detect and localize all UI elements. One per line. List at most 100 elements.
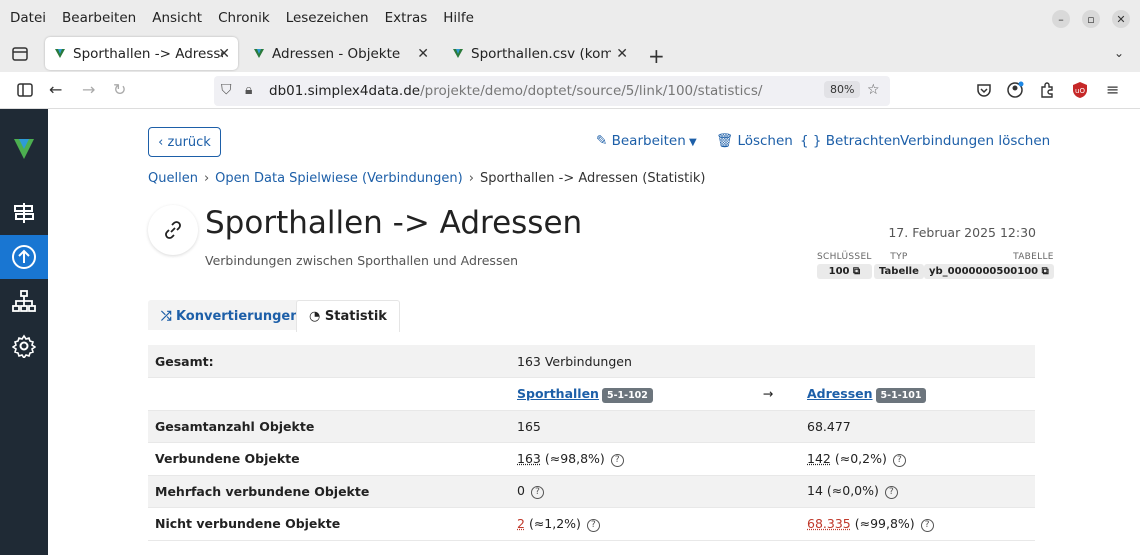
tab-title: Adressen - Objekte (272, 45, 401, 62)
help-icon[interactable]: ? (610, 453, 624, 467)
row-label: Gesamtanzahl Objekte (148, 410, 510, 443)
account-icon[interactable] (1006, 81, 1024, 99)
tab-list-icon[interactable] (11, 45, 29, 63)
tab-statistics[interactable]: ◔ Statistik (296, 300, 400, 332)
upload-icon[interactable] (0, 235, 48, 279)
tab-conversions[interactable]: ⤮ Konvertierungen (148, 300, 313, 332)
meta-table: TABELLE yb_0000000500100 ⧉ (924, 252, 1054, 279)
menu-bearbeiten[interactable]: Bearbeiten (62, 10, 137, 26)
shield-icon[interactable]: ⛉ (221, 82, 232, 98)
url-bar[interactable]: ⛉ 🔒︎ db01.simplex4data.de/projekte/demo/… (214, 76, 890, 106)
hamburger-menu-icon[interactable]: ≡ (1106, 80, 1120, 99)
meta-type-value: Tabelle (874, 264, 924, 279)
right-source-badge: 5-1-101 (875, 388, 927, 404)
tab-title: Sporthallen -> Adressen - (73, 45, 223, 62)
help-icon[interactable]: ? (530, 486, 544, 500)
new-tab-icon[interactable]: + (648, 44, 665, 68)
row-right-value: 68.477 (800, 410, 1035, 443)
delete-button[interactable]: 🗑︎ Löschen (716, 133, 793, 149)
table-row: Gesamt: 163 Verbindungen (148, 345, 1035, 378)
breadcrumb-current: Sporthallen -> Adressen (Statistik) (479, 171, 706, 186)
minimize-icon[interactable]: – (1052, 10, 1070, 28)
meta-table-value[interactable]: yb_0000000500100 ⧉ (924, 264, 1054, 279)
signpost-icon[interactable] (0, 191, 48, 235)
menu-extras[interactable]: Extras (384, 10, 428, 26)
left-unlinked-link[interactable]: 2 (517, 515, 525, 531)
delete-label: Löschen (737, 133, 793, 149)
browser-tab-1[interactable]: Sporthallen -> Adressen - ✕ (45, 37, 238, 70)
ublock-icon[interactable]: uO (1071, 81, 1089, 99)
help-icon[interactable]: ? (920, 518, 934, 532)
close-window-icon[interactable]: ✕ (1112, 10, 1130, 28)
breadcrumb-workspace[interactable]: Open Data Spielwiese (Verbindungen) (215, 171, 463, 186)
statistics-table: Gesamt: 163 Verbindungen Sporthallen 5-1-… (148, 345, 1035, 541)
meta-key-value[interactable]: 100 ⧉ (817, 264, 872, 279)
right-source-link[interactable]: Adressen (807, 386, 873, 402)
page-subtitle: Verbindungen zwischen Sporthallen und Ad… (205, 253, 519, 268)
back-label: zurück (167, 134, 211, 150)
menu-hilfe[interactable]: Hilfe (443, 10, 474, 26)
menu-lesezeichen[interactable]: Lesezeichen (285, 10, 369, 26)
browser-tab-3[interactable]: Sporthallen.csv (komplett ✕ (443, 37, 636, 70)
table-row: Nicht verbundene Objekte 2 (≈1,2%)? 68.3… (148, 507, 1035, 541)
close-tab-icon[interactable]: ✕ (417, 45, 429, 62)
right-count-link[interactable]: 142 (807, 450, 831, 466)
tab-title: Sporthallen.csv (komplett (471, 45, 611, 62)
favicon-icon (254, 49, 264, 58)
logo-icon[interactable] (14, 139, 34, 159)
browser-tab-2[interactable]: Adressen - Objekte ✕ (244, 37, 437, 70)
edit-button[interactable]: ✎ Bearbeiten (596, 133, 686, 149)
edit-label: Bearbeiten (611, 133, 686, 149)
close-tab-icon[interactable]: ✕ (218, 45, 230, 62)
url-text[interactable]: db01.simplex4data.de/projekte/demo/dopte… (269, 83, 763, 99)
sitemap-icon[interactable] (0, 279, 48, 323)
app-sidebar (0, 109, 48, 555)
right-source: Adressen 5-1-101 (800, 377, 1035, 411)
back-arrow-icon[interactable]: ← (49, 80, 63, 99)
reload-icon[interactable]: ↻ (113, 80, 127, 99)
extensions-icon[interactable] (1038, 81, 1056, 99)
table-row: Gesamtanzahl Objekte 165 68.477 (148, 410, 1035, 443)
left-source-link[interactable]: Sporthallen (517, 386, 599, 402)
tab-bar: Sporthallen -> Adressen - ✕ Adressen - O… (0, 36, 1140, 72)
left-source-badge: 5-1-102 (601, 388, 653, 404)
back-button[interactable]: ‹ zurück (148, 127, 221, 157)
sidebar-toggle-icon[interactable] (16, 81, 34, 99)
breadcrumb-sources[interactable]: Quellen (148, 171, 198, 186)
delete-links-button[interactable]: Verbindungen löschen (900, 133, 1051, 149)
bookmark-star-icon[interactable]: ☆ (867, 82, 880, 98)
row-label: Nicht verbundene Objekte (148, 507, 510, 541)
help-icon[interactable]: ? (586, 518, 600, 532)
close-tab-icon[interactable]: ✕ (616, 45, 628, 62)
forward-arrow-icon[interactable]: → (82, 80, 96, 99)
zoom-level[interactable]: 80% (824, 81, 861, 98)
table-row: Mehrfach verbundene Objekte 0? 14 (≈0,0%… (148, 475, 1035, 508)
menu-chronik[interactable]: Chronik (218, 10, 270, 26)
help-icon[interactable]: ? (892, 453, 906, 467)
view-button[interactable]: { } Betrachten (800, 133, 901, 149)
table-row: Verbundene Objekte 163 (≈98,8%)? 142 (≈0… (148, 442, 1035, 476)
favicon-icon (453, 49, 463, 58)
link-icon (148, 205, 198, 255)
row-left-value: 163 (≈98,8%)? (510, 442, 800, 476)
right-unlinked-link[interactable]: 68.335 (807, 515, 851, 531)
total-value: 163 Verbindungen (510, 345, 1035, 378)
timestamp: 17. Februar 2025 12:30 (888, 225, 1036, 240)
edit-dropdown-caret-icon[interactable]: ▼ (689, 137, 697, 148)
nav-bar: ← → ↻ ⛉ 🔒︎ db01.simplex4data.de/projekte… (0, 72, 1140, 109)
menu-ansicht[interactable]: Ansicht (152, 10, 203, 26)
maximize-icon[interactable]: ▫ (1082, 10, 1100, 28)
meta-type-label: TYP (890, 252, 908, 262)
chevron-down-icon[interactable]: ⌄ (1113, 46, 1124, 60)
total-label: Gesamt: (148, 345, 510, 378)
lock-icon[interactable]: 🔒︎ (245, 82, 253, 98)
pocket-icon[interactable] (975, 81, 993, 99)
left-count-link[interactable]: 163 (517, 450, 541, 466)
gear-icon[interactable] (0, 324, 48, 368)
meta-key: SCHLÜSSEL 100 ⧉ (817, 252, 872, 279)
view-label: Betrachten (825, 133, 901, 149)
menu-datei[interactable]: Datei (10, 10, 47, 26)
help-icon[interactable]: ? (884, 486, 898, 500)
svg-text:uO: uO (1075, 87, 1085, 95)
row-right-value: 68.335 (≈99,8%)? (800, 507, 1035, 541)
